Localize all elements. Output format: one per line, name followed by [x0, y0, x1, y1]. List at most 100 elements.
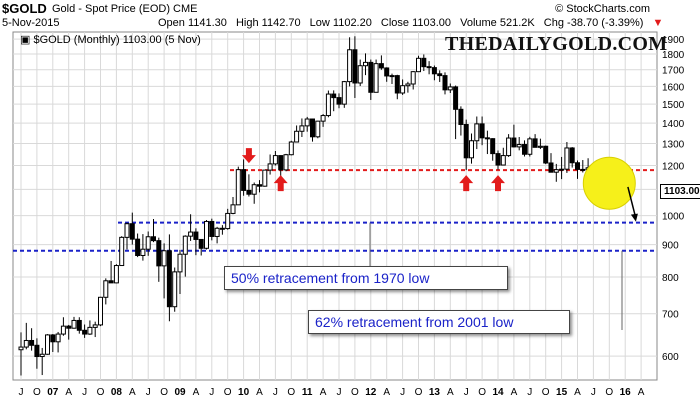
y-tick-label: 900: [662, 241, 679, 252]
open-value: Open 1141.30: [158, 17, 227, 29]
candle-body: [363, 61, 368, 67]
y-tick-label: 1300: [662, 139, 685, 150]
x-tick-label: J: [273, 387, 278, 398]
candle-body: [394, 75, 400, 94]
x-tick-label: J: [146, 387, 151, 398]
x-tick-label: 07: [47, 387, 59, 398]
candle-body: [198, 238, 204, 249]
candle-body: [522, 144, 527, 155]
x-tick-label: 09: [174, 387, 186, 398]
x-tick-label: J: [19, 387, 24, 398]
candle-body: [479, 123, 485, 139]
candle-body: [55, 333, 61, 343]
x-tick-label: O: [605, 387, 613, 398]
candle-body: [320, 115, 326, 122]
candle-body: [98, 296, 103, 326]
candle-body: [384, 67, 390, 77]
candle-body: [177, 253, 183, 273]
annotation-62-retracement: 62% retracement from 2001 low: [308, 310, 570, 334]
red-up-arrow-icon: [491, 175, 505, 192]
candle-body: [140, 248, 146, 256]
x-tick-label: 13: [429, 387, 441, 398]
y-tick-label: 1000: [662, 212, 685, 223]
y-tick-label: 1200: [662, 161, 685, 172]
x-tick-label: J: [527, 387, 532, 398]
high-value: High 1142.70: [235, 17, 301, 29]
candle-body: [92, 324, 98, 328]
candle-body: [575, 162, 580, 170]
x-tick-label: J: [591, 387, 596, 398]
candle-body: [124, 223, 130, 238]
candle-body: [373, 63, 379, 93]
x-tick-label: A: [65, 387, 72, 398]
candle-body: [209, 220, 215, 237]
instrument-name: Gold - Spot Price (EOD) CME: [52, 3, 198, 15]
x-tick-label: J: [400, 387, 405, 398]
candle-body: [166, 250, 172, 308]
candle-body: [119, 236, 125, 267]
candle-body: [400, 85, 406, 94]
candle-body: [580, 168, 586, 171]
candle-body: [426, 66, 432, 69]
y-tick-label: 700: [662, 310, 679, 321]
candle-body: [18, 346, 24, 351]
x-tick-label: O: [224, 387, 232, 398]
candle-body: [511, 137, 517, 148]
candle-body: [368, 61, 374, 93]
candle-body: [416, 57, 421, 73]
candle-body: [39, 353, 45, 358]
candle-body: [336, 97, 342, 105]
candle-body: [553, 169, 559, 173]
candle-body: [161, 250, 167, 267]
chart-source: © StockCharts.com: [555, 3, 650, 15]
x-tick-label: 15: [556, 387, 568, 398]
x-tick-label: 12: [365, 387, 377, 398]
candle-body: [272, 155, 278, 165]
candle-body: [182, 235, 188, 255]
x-tick-label: O: [478, 387, 486, 398]
x-tick-label: O: [33, 387, 41, 398]
candle-body: [331, 93, 337, 99]
candle-body: [532, 138, 538, 148]
candle-body: [214, 227, 220, 237]
x-tick-label: O: [287, 387, 295, 398]
candle-body: [347, 49, 353, 83]
red-up-arrow-icon: [459, 175, 474, 192]
candle-body: [421, 57, 427, 68]
candle-body: [299, 125, 305, 132]
x-tick-label: O: [415, 387, 423, 398]
x-tick-label: A: [320, 387, 327, 398]
series-label: ▣ $GOLD (Monthly) 1103.00 (5 Nov): [20, 34, 201, 46]
y-tick-label: 600: [662, 352, 679, 363]
candle-body: [310, 118, 315, 138]
candle-body: [500, 155, 506, 166]
candle-body: [325, 93, 331, 117]
candle-body: [506, 137, 512, 157]
x-tick-label: O: [97, 387, 105, 398]
candle-body: [60, 325, 66, 335]
candle-body: [490, 138, 496, 155]
candle-body: [225, 212, 231, 230]
candle-body: [241, 169, 247, 191]
candle-body: [188, 231, 194, 237]
candle-body: [230, 204, 236, 214]
low-value: Low 1102.20: [309, 17, 372, 29]
candle-body: [76, 319, 82, 331]
projection-arrow-shaft: [627, 186, 637, 219]
candle-body: [294, 130, 300, 143]
x-tick-label: A: [383, 387, 390, 398]
candle-body: [82, 329, 88, 335]
x-tick-label: 11: [302, 387, 313, 398]
candle-body: [463, 123, 469, 159]
candle-body: [357, 65, 363, 84]
candle-body: [219, 227, 225, 230]
candle-body: [410, 71, 416, 85]
candle-body: [405, 83, 411, 87]
candle-body: [516, 144, 522, 148]
candle-body: [352, 49, 358, 84]
candle-body: [389, 75, 395, 78]
volume-value: Volume 521.2K: [460, 17, 535, 29]
candle-body: [34, 344, 40, 358]
candle-body: [315, 120, 321, 138]
red-down-arrow-icon: [241, 148, 256, 164]
